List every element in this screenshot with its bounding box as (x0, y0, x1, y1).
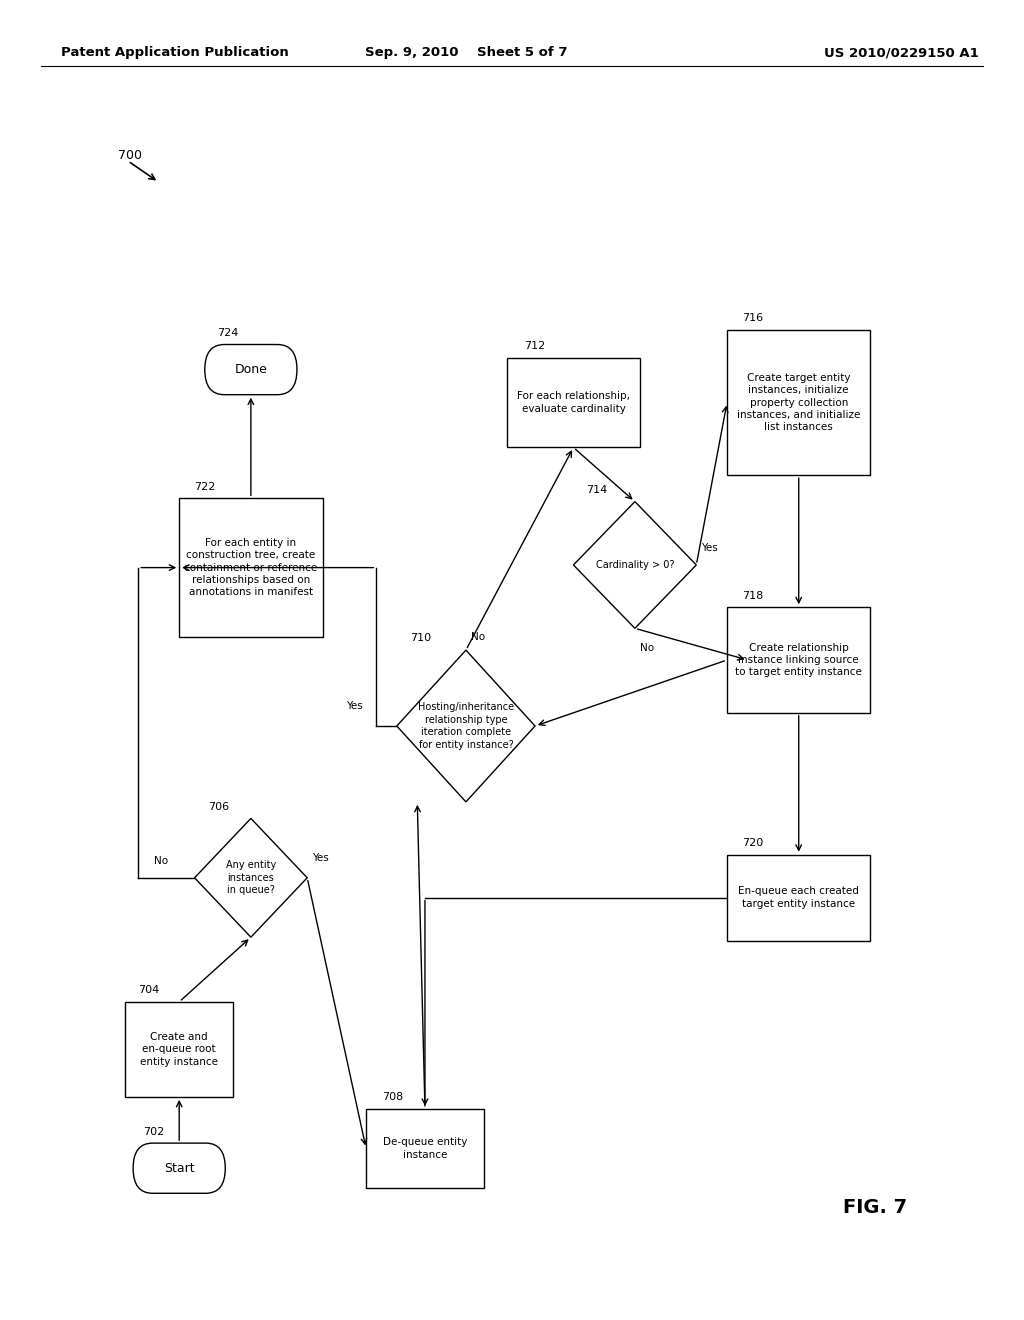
Text: 704: 704 (138, 985, 160, 995)
Text: For each relationship,
evaluate cardinality: For each relationship, evaluate cardinal… (517, 392, 630, 413)
Text: Start: Start (164, 1162, 195, 1175)
FancyBboxPatch shape (125, 1002, 232, 1097)
FancyBboxPatch shape (205, 345, 297, 395)
Text: Any entity
instances
in queue?: Any entity instances in queue? (225, 861, 276, 895)
Text: Sep. 9, 2010    Sheet 5 of 7: Sep. 9, 2010 Sheet 5 of 7 (365, 46, 567, 59)
FancyBboxPatch shape (727, 330, 870, 475)
Text: 710: 710 (410, 634, 431, 643)
Text: Yes: Yes (346, 701, 362, 711)
Text: Hosting/inheritance
relationship type
iteration complete
for entity instance?: Hosting/inheritance relationship type it… (418, 702, 514, 750)
Text: No: No (640, 643, 654, 653)
Text: 708: 708 (382, 1092, 403, 1102)
Text: Cardinality > 0?: Cardinality > 0? (596, 560, 674, 570)
Text: Done: Done (234, 363, 267, 376)
Text: 716: 716 (742, 313, 764, 323)
Text: 706: 706 (208, 801, 229, 812)
Text: 714: 714 (586, 484, 607, 495)
Text: Create and
en-queue root
entity instance: Create and en-queue root entity instance (140, 1032, 218, 1067)
Text: US 2010/0229150 A1: US 2010/0229150 A1 (823, 46, 979, 59)
FancyBboxPatch shape (133, 1143, 225, 1193)
FancyBboxPatch shape (727, 855, 870, 940)
Text: No: No (154, 855, 168, 866)
Text: En-queue each created
target entity instance: En-queue each created target entity inst… (738, 887, 859, 908)
Text: Yes: Yes (701, 543, 718, 553)
Polygon shape (195, 818, 307, 937)
Text: FIG. 7: FIG. 7 (844, 1199, 907, 1217)
Text: Yes: Yes (312, 853, 329, 863)
Text: De-queue entity
instance: De-queue entity instance (383, 1138, 467, 1159)
Text: 712: 712 (524, 341, 546, 351)
Text: 722: 722 (195, 482, 216, 492)
FancyBboxPatch shape (727, 607, 870, 713)
Text: 724: 724 (217, 327, 239, 338)
FancyBboxPatch shape (507, 358, 640, 447)
Text: No: No (471, 632, 485, 642)
Polygon shape (573, 502, 696, 628)
Text: Patent Application Publication: Patent Application Publication (61, 46, 289, 59)
FancyBboxPatch shape (367, 1109, 483, 1188)
Text: Create target entity
instances, initialize
property collection
instances, and in: Create target entity instances, initiali… (737, 372, 860, 433)
Text: 700: 700 (118, 149, 141, 162)
Text: 720: 720 (742, 838, 764, 847)
Polygon shape (397, 649, 535, 801)
FancyBboxPatch shape (179, 499, 323, 638)
Text: For each entity in
construction tree, create
containment or reference
relationsh: For each entity in construction tree, cr… (184, 537, 317, 598)
Text: 702: 702 (143, 1126, 165, 1137)
Text: Create relationship
instance linking source
to target entity instance: Create relationship instance linking sou… (735, 643, 862, 677)
Text: 718: 718 (742, 590, 764, 601)
